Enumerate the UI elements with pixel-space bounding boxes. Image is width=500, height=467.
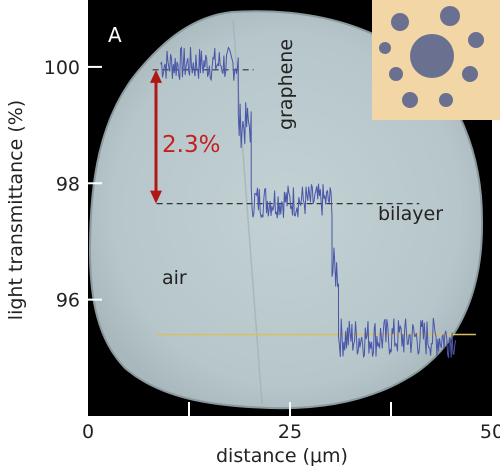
inset-hole xyxy=(440,6,460,26)
inset-hole xyxy=(468,32,484,48)
step-arrow-head-bottom xyxy=(150,190,162,204)
x-axis-label: distance (μm) xyxy=(216,445,348,467)
x-tick-label: 25 xyxy=(278,421,302,443)
inset-hole xyxy=(389,67,403,81)
y-tick-label: 98 xyxy=(56,173,80,195)
air-label: air xyxy=(162,267,187,289)
step-annotation: 2.3% xyxy=(162,132,220,158)
inset-hole xyxy=(379,42,391,54)
inset-hole xyxy=(439,93,453,107)
graphene-label: graphene xyxy=(275,39,297,130)
inset-hole xyxy=(462,66,478,82)
y-tick-label: 100 xyxy=(44,57,80,79)
transmittance-series xyxy=(160,46,457,359)
axes: 96 98 100 0 25 50 xyxy=(44,57,500,443)
y-tick-label: 96 xyxy=(56,290,80,312)
step-arrow xyxy=(150,69,162,204)
series-layer xyxy=(160,46,457,359)
inset-hole xyxy=(402,92,418,108)
bilayer-label: bilayer xyxy=(378,203,443,225)
inset-hole xyxy=(410,34,454,78)
step-arrow-head-top xyxy=(150,69,162,83)
inset-hole xyxy=(391,13,409,31)
x-tick-label: 0 xyxy=(82,421,94,443)
y-axis-label: light transmittance (%) xyxy=(5,100,27,320)
x-tick-label: 50 xyxy=(480,421,500,443)
panel-label: A xyxy=(108,23,122,47)
inset-photo xyxy=(372,0,500,120)
